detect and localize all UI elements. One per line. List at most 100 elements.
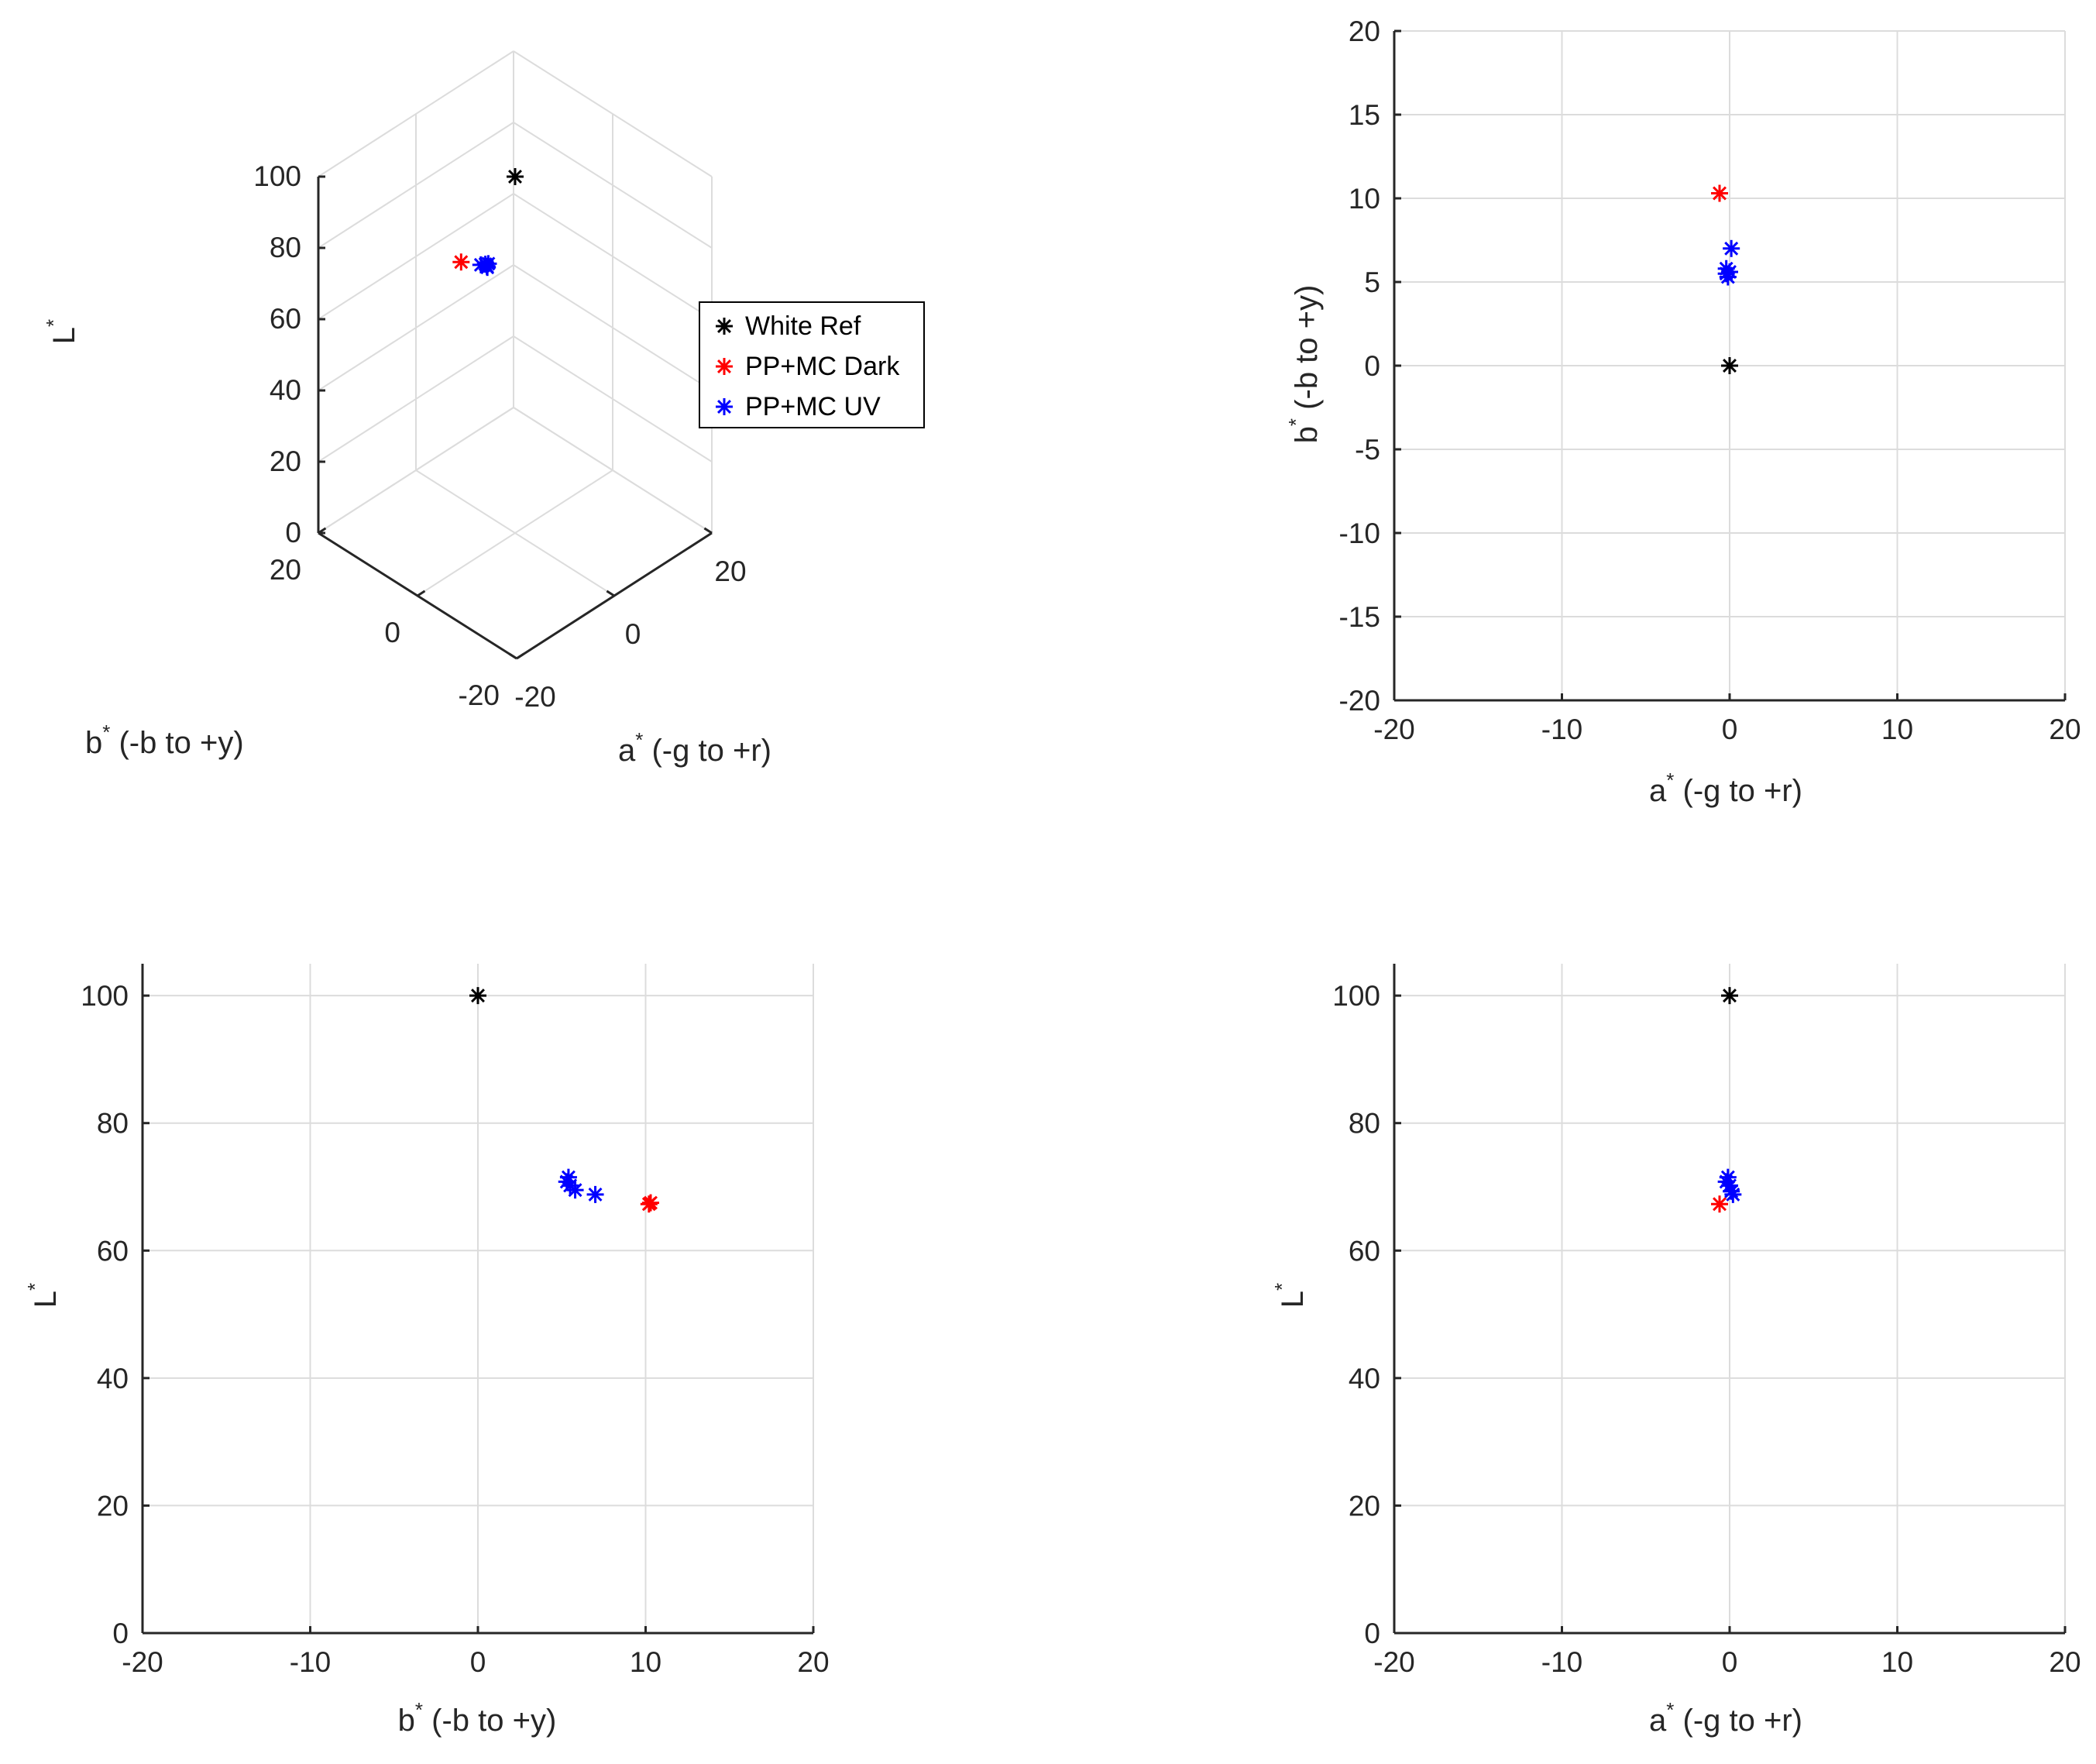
y-tick-label: 5	[1364, 266, 1380, 298]
y-tick-label: 20	[97, 1490, 129, 1522]
y-tick-label: 80	[97, 1108, 129, 1140]
x-tick-label: 20	[797, 1646, 829, 1678]
y-tick-label: -5	[1355, 434, 1380, 466]
panel-l-vs-b: -20 -10 0 10 20 0 20 40 60 80 100 b* (-b to +y) L*	[23, 964, 830, 1738]
y-tick-label: 80	[1349, 1108, 1380, 1140]
legend-item-pp-mc-uv: PP+MC UV	[716, 392, 881, 421]
tick-mark-a	[606, 590, 615, 597]
x-tick-label: -20	[1373, 714, 1414, 745]
l-tick-label: 0	[285, 517, 301, 548]
x-tick-label: 10	[1881, 1646, 1913, 1678]
y-tick-label: 60	[97, 1235, 129, 1267]
x-tick-label: 20	[2049, 1646, 2081, 1678]
y-tick-label: 60	[1349, 1235, 1380, 1267]
legend: White Ref PP+MC Dark PP+MC UV	[699, 301, 925, 428]
floor-grid-b	[417, 469, 613, 597]
x-tick-label: -20	[1373, 1646, 1414, 1678]
back-wall-grid-l	[318, 335, 514, 462]
point-pp-mc-uv	[1717, 260, 1735, 277]
ylabel-b-vs-a: b* (-b to +y)	[1284, 285, 1324, 444]
tick-mark-b	[516, 652, 525, 660]
y-tick-label: 0	[1364, 350, 1380, 382]
side-wall-grid-l	[513, 264, 713, 391]
y-tick-label: 40	[1349, 1363, 1380, 1394]
point-white-ref	[1721, 357, 1738, 374]
back-wall-grid-l	[318, 264, 514, 391]
tick-mark-b	[417, 590, 426, 597]
y-tick-label: 0	[1364, 1618, 1380, 1649]
side-wall-grid-l	[513, 50, 713, 177]
ylabel-l-vs-a: L*	[1270, 1283, 1310, 1308]
a-tick-label: 20	[714, 555, 746, 587]
back-wall-grid-l	[318, 407, 514, 534]
legend-item-pp-mc-dark: PP+MC Dark	[716, 352, 900, 381]
x-tick-label: 10	[1881, 714, 1913, 745]
point-pp-mc-uv	[1717, 1173, 1735, 1191]
tick-mark-a	[703, 527, 713, 535]
point-3d-pp-mc-dark	[452, 253, 470, 271]
x-tick-label: 0	[1722, 1646, 1738, 1678]
y-tick-label: -20	[1339, 685, 1380, 717]
side-wall-grid-l	[513, 193, 713, 320]
tick-mark-a	[508, 652, 517, 660]
back-wall-grid-l	[318, 50, 514, 177]
b-tick-label: 20	[270, 554, 301, 586]
y-tick-label: -15	[1339, 601, 1380, 633]
legend-label-pp-mc-uv: PP+MC UV	[745, 392, 881, 421]
point-pp-mc-uv	[586, 1185, 604, 1203]
ylabel-l-vs-b: L*	[23, 1283, 63, 1308]
point-pp-mc-dark	[1711, 1195, 1729, 1213]
y-tick-label: 100	[1332, 980, 1380, 1012]
xlabel-b-vs-a: a* (-g to +r)	[1649, 769, 1802, 808]
point-pp-mc-dark	[640, 1195, 658, 1213]
x-tick-label: -10	[1541, 714, 1582, 745]
legend-marker-white-ref	[716, 318, 733, 335]
legend-marker-pp-mc-dark	[716, 358, 733, 375]
l-tick-label: 100	[253, 160, 301, 192]
zlabel-3d: L*	[42, 319, 81, 344]
y-tick-label: 20	[1349, 1490, 1380, 1522]
point-pp-mc-uv	[1723, 239, 1740, 257]
x-tick-label: -20	[122, 1646, 163, 1678]
y-tick-label: 100	[81, 980, 129, 1012]
x-tick-label: -10	[1541, 1646, 1582, 1678]
point-white-ref	[469, 987, 486, 1005]
l-tick-label: 20	[270, 445, 301, 477]
back-wall-grid-l	[318, 122, 514, 249]
point-3d-pp-mc-uv	[476, 256, 494, 273]
xlabel-3d: a* (-g to +r)	[618, 728, 771, 768]
x-tick-label: 10	[630, 1646, 661, 1678]
x-tick-label: 20	[2049, 714, 2081, 745]
legend-star-white-ref	[716, 318, 733, 335]
l-tick-label: 40	[270, 374, 301, 406]
x-tick-label: -10	[290, 1646, 331, 1678]
xlabel-l-vs-a: a* (-g to +r)	[1649, 1698, 1802, 1738]
side-wall-grid-l	[513, 407, 713, 534]
a-tick-label: -20	[514, 681, 555, 713]
legend-star-pp-mc-uv	[716, 398, 733, 415]
legend-label-white-ref: White Ref	[745, 311, 861, 341]
point-pp-mc-uv	[566, 1181, 584, 1199]
ylabel-3d: b* (-b to +y)	[85, 720, 244, 760]
legend-marker-pp-mc-uv	[716, 398, 733, 415]
side-wall-grid-l	[513, 335, 713, 462]
l-tick-label: 80	[270, 232, 301, 263]
legend-item-white-ref: White Ref	[716, 311, 861, 341]
panel-b-vs-a: -20 -10 0 10 20 -20 -15 -10 -5 0 5 10 15 20 a* (-g to…	[1284, 15, 2081, 808]
legend-star-pp-mc-dark	[716, 358, 733, 375]
a-tick-label: 0	[625, 618, 641, 650]
legend-label-pp-mc-dark: PP+MC Dark	[745, 352, 900, 381]
l-tick-label: 60	[270, 303, 301, 335]
x-tick-label: 0	[470, 1646, 486, 1678]
back-wall-grid-l	[318, 193, 514, 320]
legend-box	[699, 301, 925, 428]
y-tick-label: 0	[112, 1618, 129, 1649]
y-tick-label: 15	[1349, 99, 1380, 131]
xlabel-l-vs-b: b* (-b to +y)	[398, 1698, 557, 1738]
panel-l-vs-a: -20 -10 0 10 20 0 20 40 60 80 100 a* (-g to +r) L*	[1270, 964, 2081, 1738]
point-white-ref	[1721, 987, 1738, 1005]
b-tick-label: 0	[384, 617, 400, 648]
y-tick-label: 20	[1349, 15, 1380, 47]
panel-3d-lab: -20 0 20 -20 0 20 0 20 40 60 80 100 L* b* (-b to +y…	[42, 50, 771, 768]
